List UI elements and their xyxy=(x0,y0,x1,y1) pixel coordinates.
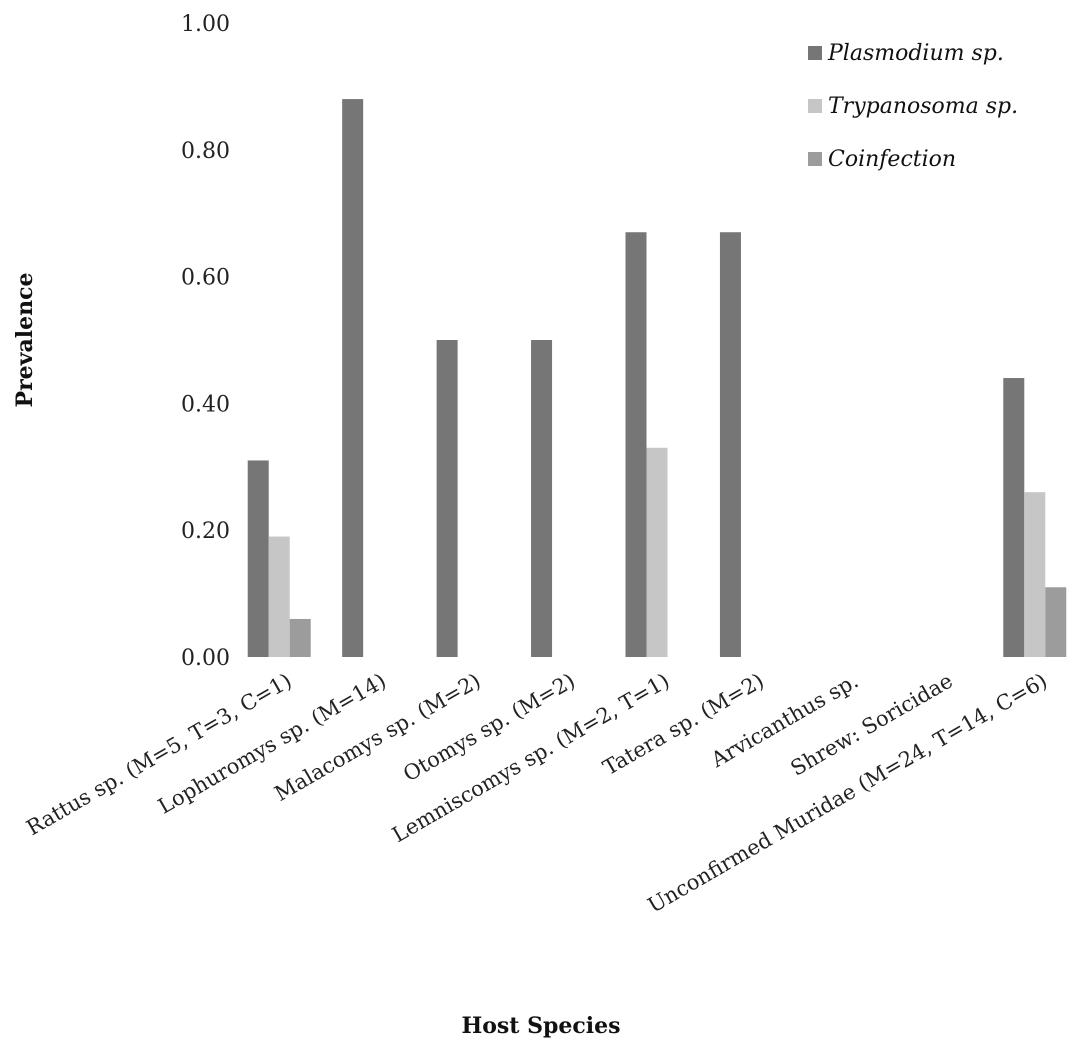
bar-coinfection xyxy=(1045,587,1067,657)
bar-plasmodium-sp xyxy=(531,340,553,657)
y-tick-label: 1.00 xyxy=(181,12,230,37)
bar-plasmodium-sp xyxy=(342,99,364,657)
legend-swatch xyxy=(808,46,822,60)
y-tick-label: 0.20 xyxy=(181,519,230,544)
legend-label: Coinfection xyxy=(828,147,956,172)
legend-label: Trypanosoma sp. xyxy=(828,94,1018,119)
x-category-label: Tatera sp. (M=2) xyxy=(599,669,768,780)
legend-label: Plasmodium sp. xyxy=(827,41,1004,66)
legend: Plasmodium sp. Trypanosoma sp. Coinfection xyxy=(808,41,1018,172)
y-tick-label: 0.40 xyxy=(181,392,230,417)
legend-swatch xyxy=(808,99,822,113)
bar-plasmodium-sp xyxy=(625,232,647,657)
bar-coinfection xyxy=(289,618,311,657)
y-tick-label: 0.60 xyxy=(181,266,230,291)
bar-plasmodium-sp xyxy=(247,460,269,657)
y-axis-ticks: 0.00 0.20 0.40 0.60 0.80 1.00 xyxy=(181,12,230,671)
legend-swatch xyxy=(808,152,822,166)
bar-trypanosoma-sp xyxy=(646,447,668,657)
bar-plasmodium-sp xyxy=(1003,378,1025,657)
bar-trypanosoma-sp xyxy=(268,536,290,657)
bar-plasmodium-sp xyxy=(719,232,741,657)
x-category-label: Shrew: Soricidae xyxy=(787,669,957,781)
bars xyxy=(247,99,1067,657)
x-axis-title: Host Species xyxy=(461,1013,620,1039)
y-axis-title: Prevalence xyxy=(12,273,38,408)
x-axis-labels: Rattus sp. (M=5, T=3, C=1)Lophuromys sp.… xyxy=(22,669,1051,918)
bar-plasmodium-sp xyxy=(436,340,458,657)
bar-trypanosoma-sp xyxy=(1024,492,1046,657)
y-tick-label: 0.80 xyxy=(181,139,230,164)
y-tick-label: 0.00 xyxy=(181,646,230,671)
